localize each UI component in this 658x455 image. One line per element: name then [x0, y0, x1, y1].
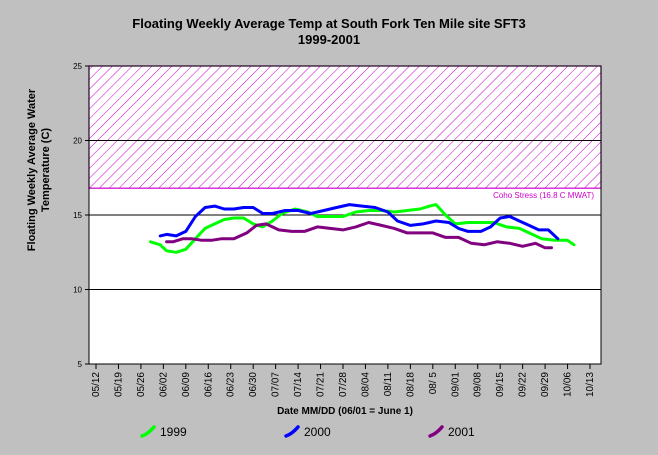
x-tick-label: 06/30	[248, 372, 259, 397]
y-tick-label: 10	[73, 286, 82, 295]
y-axis-label-line1: Floating Weekly Average Water	[26, 88, 38, 252]
x-tick-label: 05/19	[113, 372, 124, 397]
x-tick-label: 08/18	[405, 372, 416, 397]
x-axis-label: Date MM/DD (06/01 = June 1)	[277, 406, 413, 417]
series-line-1999	[149, 203, 576, 254]
x-tick-label: 05/26	[136, 372, 147, 397]
coho-stress-band	[88, 65, 602, 189]
y-tick-label: 20	[73, 137, 82, 146]
legend-swatch-1999	[140, 425, 156, 438]
x-tick-label: 08/04	[360, 372, 371, 397]
x-tick-label: 06/09	[181, 372, 192, 397]
x-tick-label: 09/08	[473, 372, 484, 397]
legend-label-1999: 1999	[160, 425, 187, 439]
x-tick-label: 09/22	[518, 372, 529, 397]
x-tick-label: 08/ 5	[428, 372, 439, 395]
x-tick-label: 06/23	[226, 372, 237, 397]
x-tick-label: 06/16	[203, 372, 214, 397]
x-tick-label: 09/29	[540, 372, 551, 397]
legend-swatch-2001	[428, 425, 444, 438]
legend-label-2001: 2001	[448, 425, 475, 439]
x-tick-label: 08/11	[383, 372, 394, 397]
x-tick-label: 07/14	[293, 372, 304, 397]
chart-subtitle: 1999-2001	[297, 32, 361, 47]
x-tick-label: 07/07	[271, 372, 282, 397]
series-line-2001	[165, 221, 553, 250]
coho-stress-label: Coho Stress (16.8 C MWAT)	[493, 191, 594, 200]
y-tick-label: 25	[73, 62, 82, 71]
x-tick-label: 07/28	[338, 372, 349, 397]
x-tick-label: 05/12	[91, 372, 102, 397]
legend-swatch-2000	[284, 425, 300, 438]
series-line-2000	[158, 203, 560, 241]
x-tick-label: 06/02	[158, 372, 169, 397]
legend-label-2000: 2000	[304, 425, 331, 439]
x-tick-label: 10/13	[585, 372, 596, 397]
y-axis-label: Floating Weekly Average Water Temperatur…	[25, 89, 53, 251]
y-tick-label: 5	[78, 360, 83, 369]
x-tick-label: 09/15	[495, 372, 506, 397]
x-tick-label: 10/06	[563, 372, 574, 397]
chart-title: Floating Weekly Average Temp at South Fo…	[132, 16, 526, 31]
y-tick-label: 15	[73, 211, 82, 220]
x-tick-label: 07/21	[316, 372, 327, 397]
x-tick-label: 09/01	[450, 372, 461, 397]
y-axis-label-line2: Temperature (C)	[40, 127, 52, 213]
